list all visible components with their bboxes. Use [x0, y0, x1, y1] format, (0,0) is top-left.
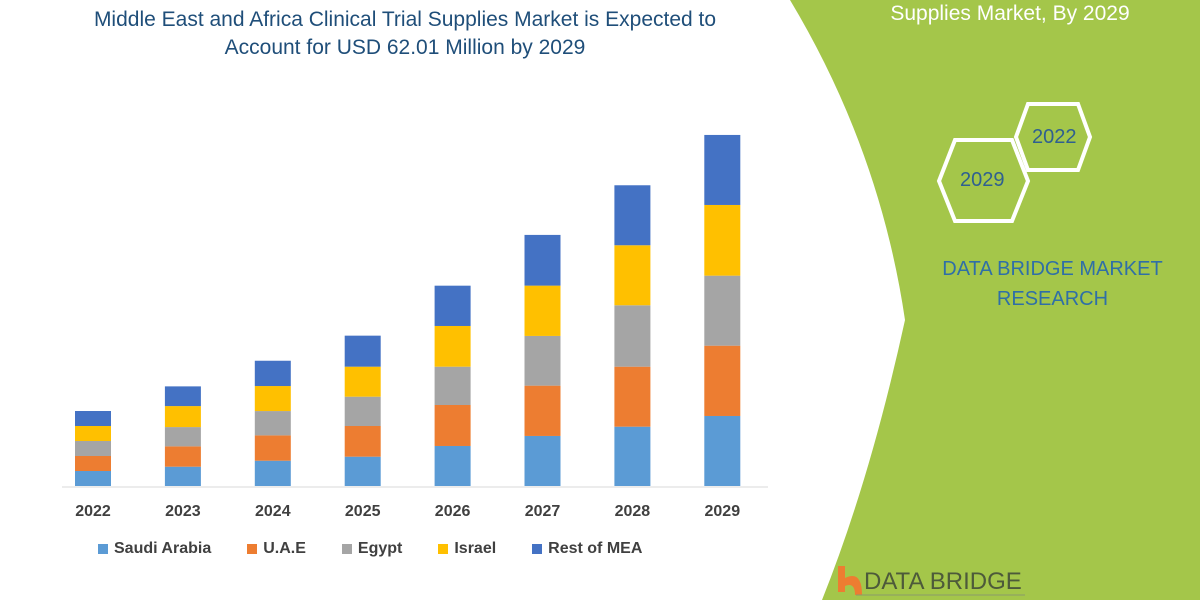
- bar-segment-2028-u-a-e: [614, 366, 651, 427]
- bar-segment-2026-rest-of-mea: [434, 285, 471, 326]
- bar-segment-2029-saudi-arabia: [704, 415, 741, 486]
- legend-swatch: [98, 544, 108, 554]
- hexagon-2029: [936, 138, 1031, 223]
- bar-segment-2026-u-a-e: [434, 405, 471, 446]
- bar-segment-2027-egypt: [524, 335, 561, 386]
- bar-segment-2028-rest-of-mea: [614, 185, 651, 246]
- hex-label-2022: 2022: [1032, 126, 1077, 148]
- legend-label: Israel: [454, 540, 497, 557]
- x-tick-label: 2022: [75, 503, 111, 520]
- legend-item: Rest of MEA: [532, 540, 642, 558]
- legend-label: Saudi Arabia: [114, 540, 212, 557]
- bar-segment-2026-saudi-arabia: [434, 445, 471, 486]
- bar-segment-2023-israel: [164, 406, 201, 428]
- x-tick-label: 2024: [255, 503, 291, 520]
- bar-segment-2023-egypt: [164, 427, 201, 447]
- bar-segment-2025-israel: [344, 366, 381, 397]
- legend-item: Israel: [438, 540, 496, 558]
- legend-swatch: [247, 544, 258, 554]
- bar-segment-2027-u-a-e: [524, 385, 561, 436]
- bar-segment-2029-u-a-e: [704, 345, 741, 416]
- bar-segment-2028-saudi-arabia: [614, 426, 651, 486]
- legend-swatch: [341, 544, 352, 554]
- bar-segment-2024-u-a-e: [254, 435, 291, 461]
- x-tick-label: 2023: [165, 503, 201, 520]
- bar-segment-2028-israel: [614, 245, 651, 306]
- bar-segment-2022-u-a-e: [75, 456, 111, 471]
- bar-segment-2025-rest-of-mea: [344, 335, 381, 367]
- bar-segment-2023-rest-of-mea: [164, 386, 201, 407]
- bar-segment-2027-israel: [524, 285, 561, 336]
- brand-line-2: RESEARCH: [996, 288, 1109, 310]
- bar-segment-2027-rest-of-mea: [524, 234, 561, 286]
- legend-label: Rest of MEA: [548, 540, 643, 557]
- bar-segment-2029-egypt: [704, 275, 741, 346]
- bar-segment-2028-egypt: [614, 305, 651, 367]
- title-line-1: Middle East and Africa Clinical Trial Su…: [93, 8, 717, 31]
- x-tick-label: 2028: [614, 503, 651, 520]
- bar-segment-2022-egypt: [75, 441, 111, 456]
- panel-heading: Supplies Market, By 2029: [890, 2, 1130, 25]
- bar-segment-2026-egypt: [434, 366, 471, 405]
- bar-segment-2022-israel: [75, 426, 111, 441]
- bar-segment-2024-egypt: [254, 411, 291, 436]
- legend-label: Egypt: [357, 540, 403, 557]
- bar-segment-2024-saudi-arabia: [254, 460, 291, 486]
- legend-label: U.A.E: [263, 540, 306, 557]
- logo-text: DATA BRIDGE: [864, 568, 1022, 595]
- brand-text: DATA BRIDGE MARKET RESEARCH: [925, 254, 1180, 314]
- logo-icon: [838, 566, 862, 595]
- bar-segment-2025-u-a-e: [344, 426, 381, 457]
- x-tick-label: 2025: [344, 503, 381, 520]
- title-line-2: Account for USD 62.01 Million by 2029: [224, 36, 586, 59]
- legend: Saudi Arabia U.A.E Egypt Israel Rest of MEA: [98, 540, 678, 558]
- legend-swatch: [532, 544, 543, 554]
- hex-label-2029: 2029: [960, 169, 1005, 191]
- bar-segment-2024-rest-of-mea: [254, 360, 291, 387]
- legend-swatch: [438, 544, 449, 554]
- x-tick-label: 2026: [434, 503, 471, 520]
- bar-segment-2023-saudi-arabia: [164, 466, 201, 486]
- bar-segment-2029-rest-of-mea: [704, 134, 741, 205]
- bar-segment-2022-saudi-arabia: [75, 471, 111, 486]
- bar-segment-2027-saudi-arabia: [524, 435, 561, 486]
- chart-title: Middle East and Africa Clinical Trial Su…: [20, 6, 790, 62]
- brand-line-1: DATA BRIDGE MARKET: [942, 258, 1163, 280]
- x-tick-label: 2029: [704, 503, 741, 520]
- bar-segment-2025-egypt: [344, 396, 381, 426]
- bar-segment-2025-saudi-arabia: [344, 456, 381, 486]
- bar-segment-2023-u-a-e: [164, 446, 201, 467]
- legend-item: Egypt: [341, 540, 403, 558]
- bar-segment-2026-israel: [434, 325, 471, 367]
- bar-segment-2022-rest-of-mea: [75, 411, 111, 426]
- bar-segment-2024-israel: [254, 386, 291, 412]
- green-panel: [790, 0, 1200, 600]
- hexagon-2022: [1013, 102, 1093, 172]
- legend-item: Saudi Arabia: [98, 540, 211, 558]
- legend-item: U.A.E: [247, 540, 306, 558]
- bars-group: [75, 134, 741, 486]
- bar-segment-2029-israel: [704, 204, 741, 276]
- x-tick-label: 2027: [524, 503, 561, 520]
